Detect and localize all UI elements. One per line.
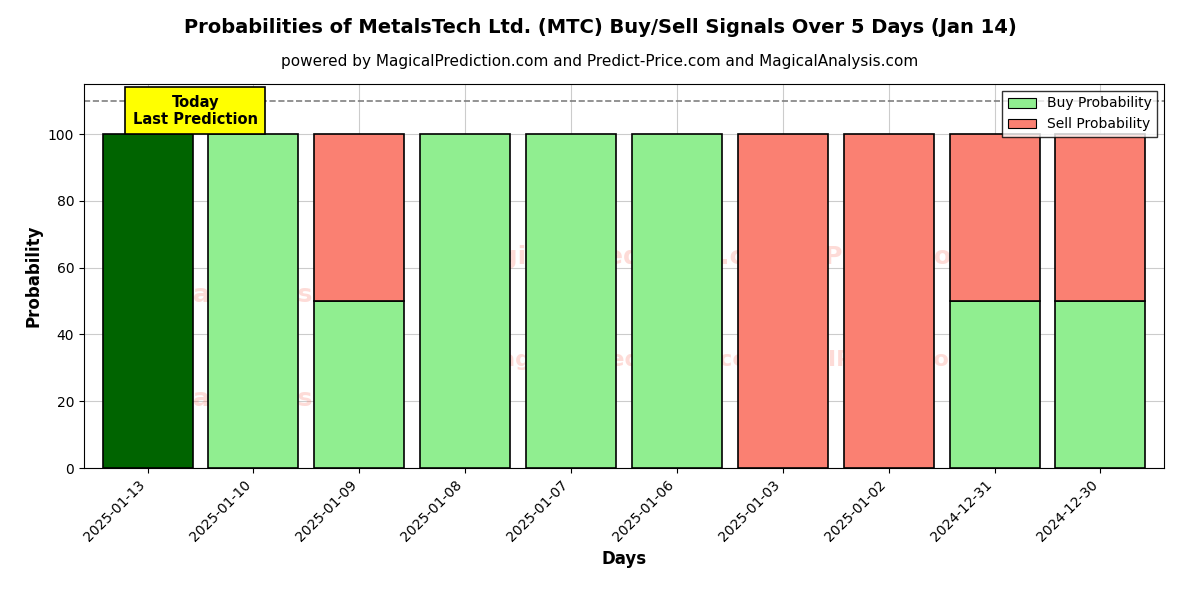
Text: calAnalysis.co: calAnalysis.co (179, 283, 378, 307)
Text: calAnalysis.co: calAnalysis.co (179, 387, 378, 411)
Bar (1056, 134, 1146, 301)
X-axis label: Days: Days (601, 550, 647, 568)
Text: Today
Last Prediction: Today Last Prediction (133, 95, 258, 127)
Bar (632, 134, 722, 468)
Bar (949, 301, 1039, 468)
Bar (1056, 301, 1146, 468)
Bar (526, 134, 616, 468)
Legend: Buy Probability, Sell Probability: Buy Probability, Sell Probability (1002, 91, 1157, 137)
Bar (738, 134, 828, 468)
Bar (949, 134, 1039, 301)
Text: powered by MagicalPrediction.com and Predict-Price.com and MagicalAnalysis.com: powered by MagicalPrediction.com and Pre… (281, 54, 919, 69)
Text: Probabilities of MetalsTech Ltd. (MTC) Buy/Sell Signals Over 5 Days (Jan 14): Probabilities of MetalsTech Ltd. (MTC) B… (184, 18, 1016, 37)
Bar (314, 134, 404, 301)
Bar (102, 134, 192, 468)
Bar (314, 301, 404, 468)
Text: IPrediction.com: IPrediction.com (816, 245, 1037, 269)
Bar (209, 134, 299, 468)
Bar (844, 134, 934, 468)
Text: MagicallPrediction.com: MagicallPrediction.com (460, 245, 788, 269)
Y-axis label: Probability: Probability (24, 225, 42, 327)
Text: MagicallPrediction.com: MagicallPrediction.com (478, 350, 770, 370)
Text: IPrediction.com: IPrediction.com (828, 350, 1025, 370)
Bar (420, 134, 510, 468)
